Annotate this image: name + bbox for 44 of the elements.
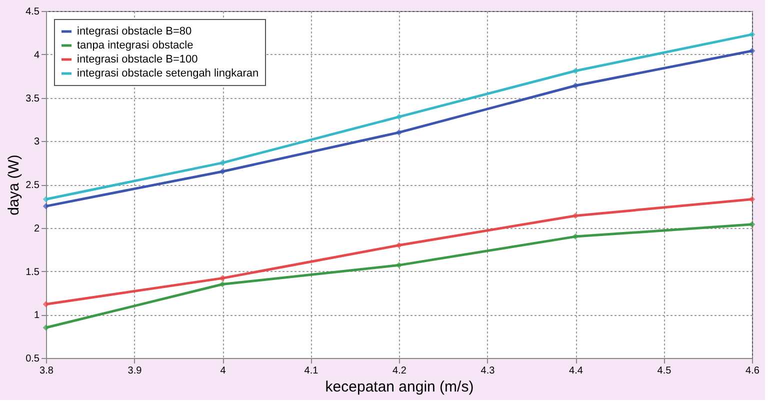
- x-tick-label: 3.9: [128, 366, 142, 376]
- y-tick-label: 1.5: [26, 266, 40, 278]
- x-axis-title: kecepatan angin (m/s): [325, 378, 474, 396]
- point: [42, 301, 50, 308]
- x-tick-label: 4.5: [657, 366, 672, 376]
- x-tick-label: 4.1: [304, 366, 319, 376]
- point: [42, 324, 50, 331]
- point: [42, 196, 50, 202]
- x-tick-label: 3.8: [40, 366, 54, 376]
- y-tick-label: 3: [34, 136, 40, 148]
- point: [219, 281, 226, 288]
- legend-label: integrasi obstacle setengah lingkaran: [77, 68, 259, 80]
- point: [572, 82, 579, 89]
- legend-label: tanpa integrasi obstacle: [77, 40, 194, 52]
- point: [572, 212, 579, 219]
- point: [396, 114, 402, 120]
- y-tick-label: 4.5: [26, 6, 40, 18]
- point: [748, 221, 756, 228]
- point: [396, 262, 402, 268]
- legend-label: integrasi obstacle B=80: [77, 26, 192, 38]
- y-tick-label: 2.5: [26, 180, 40, 191]
- point: [748, 196, 756, 202]
- x-tick-label: 4: [220, 366, 226, 376]
- point: [572, 68, 579, 74]
- point: [396, 242, 402, 248]
- y-axis-title: daya (W): [6, 154, 23, 216]
- point: [572, 233, 579, 240]
- y-tick-label: 4: [34, 50, 40, 61]
- y-tick-label: 1: [34, 310, 40, 322]
- x-tick-label: 4.2: [392, 366, 407, 376]
- y-tick-label: 3.5: [26, 93, 40, 104]
- point: [219, 160, 226, 166]
- x-tick-label: 4.3: [480, 366, 496, 376]
- legend-label: integrasi obstacle B=100: [77, 54, 198, 66]
- point: [748, 48, 756, 54]
- point: [219, 168, 226, 175]
- point: [42, 203, 50, 210]
- point: [219, 275, 226, 282]
- y-tick-label: 2: [34, 223, 40, 234]
- x-tick-label: 4.6: [746, 366, 760, 376]
- point: [396, 129, 402, 136]
- x-tick-label: 4.4: [569, 366, 584, 376]
- y-tick-label: 0.5: [26, 354, 40, 364]
- point: [748, 31, 756, 38]
